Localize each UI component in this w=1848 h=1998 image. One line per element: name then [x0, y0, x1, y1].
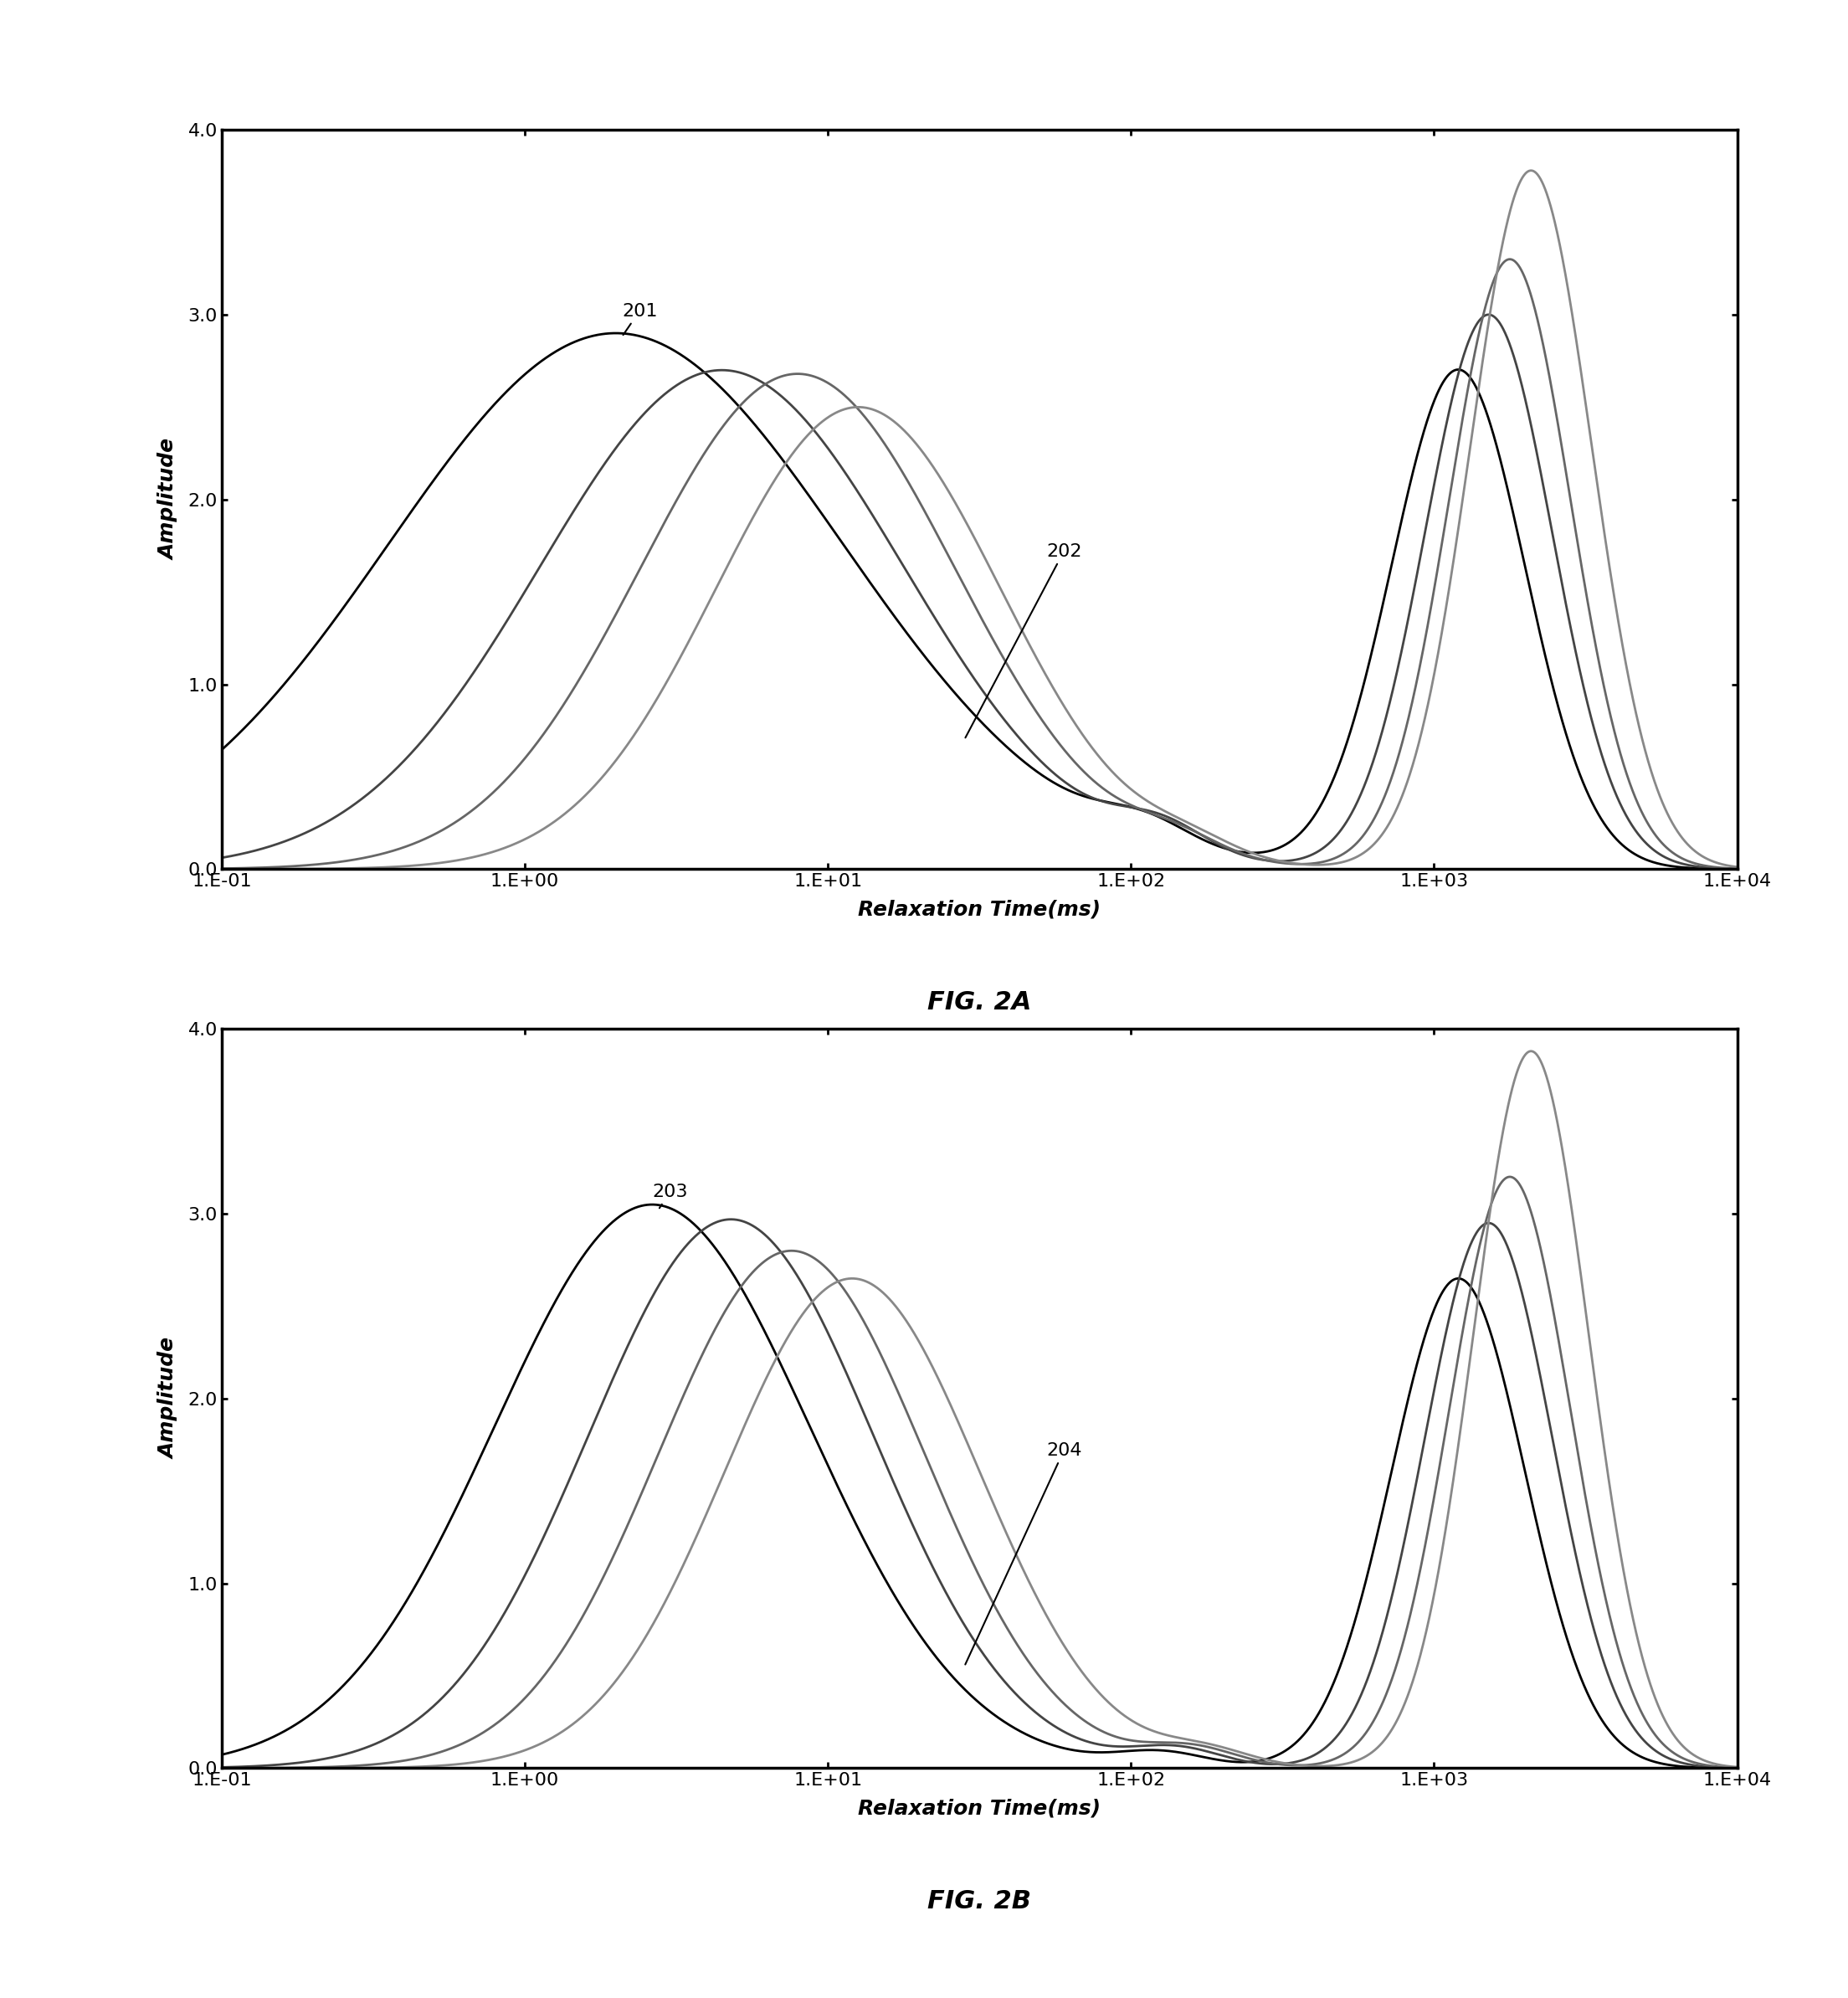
Text: 204: 204 [965, 1443, 1081, 1664]
X-axis label: Relaxation Time(ms): Relaxation Time(ms) [857, 899, 1101, 919]
Text: FIG. 2B: FIG. 2B [928, 1890, 1031, 1914]
Y-axis label: Amplitude: Amplitude [159, 440, 179, 559]
Text: FIG. 2A: FIG. 2A [928, 991, 1031, 1015]
Text: 201: 201 [621, 302, 658, 336]
Text: 203: 203 [652, 1183, 687, 1209]
Text: 202: 202 [965, 543, 1081, 737]
Y-axis label: Amplitude: Amplitude [159, 1339, 179, 1459]
X-axis label: Relaxation Time(ms): Relaxation Time(ms) [857, 1798, 1101, 1818]
